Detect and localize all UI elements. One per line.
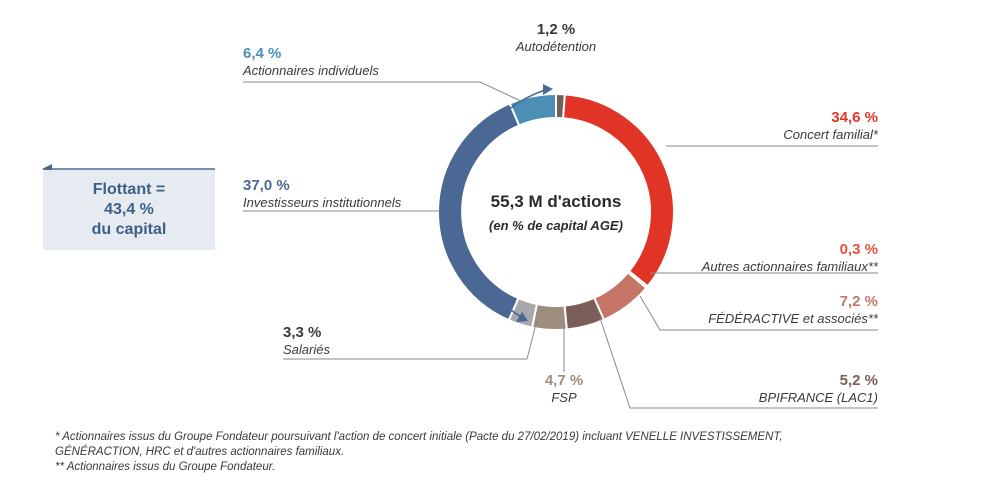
category-label-investisseurs-institutionnels: Investisseurs institutionnels	[243, 195, 402, 210]
leader-line-bpifrance-lac1	[599, 317, 878, 409]
slice-investisseurs-institutionnels	[437, 102, 521, 322]
category-label-concert-familial: Concert familial*	[783, 127, 879, 142]
float-summary-box: Flottant = 43,4 % du capital	[43, 170, 215, 250]
float-line-2: 43,4 %	[104, 201, 154, 218]
category-label-actionnaires-individuels: Actionnaires individuels	[242, 63, 379, 78]
center-title: 55,3 M d'actions	[491, 192, 622, 211]
category-label-federactive-et-associes: FÉDÉRACTIVE et associés**	[708, 311, 879, 326]
value-label-concert-familial: 34,6 %	[831, 109, 878, 126]
value-label-autres-actionnaires-familiaux: 0,3 %	[840, 241, 878, 258]
float-line-3: du capital	[91, 221, 167, 238]
float-bracket-arrowhead-bottom	[516, 312, 528, 322]
value-label-fsp: 4,7 %	[545, 372, 583, 389]
value-label-investisseurs-institutionnels: 37,0 %	[243, 177, 290, 194]
category-label-autodetention: Autodétention	[515, 39, 596, 54]
value-label-actionnaires-individuels: 6,4 %	[243, 45, 281, 62]
category-label-salaries: Salariés	[283, 342, 330, 357]
float-bracket-arrowhead-top	[543, 84, 553, 95]
value-label-autodetention: 1,2 %	[537, 21, 575, 38]
footnotes: * Actionnaires issus du Groupe Fondateur…	[55, 430, 955, 475]
footnote-1-line-2: GÉNÉRACTION, HRC et d'autres actionnaire…	[55, 446, 345, 458]
leader-line-federactive-et-associes	[639, 295, 878, 331]
float-bracket-arc	[459, 88, 549, 319]
category-label-fsp: FSP	[551, 390, 577, 405]
value-label-bpifrance-lac1: 5,2 %	[840, 372, 878, 389]
value-label-salaries: 3,3 %	[283, 324, 321, 341]
leader-line-actionnaires-individuels	[243, 81, 524, 103]
footnote-1-line-1: * Actionnaires issus du Groupe Fondateur…	[55, 431, 783, 443]
category-label-autres-actionnaires-familiaux: Autres actionnaires familiaux**	[701, 259, 879, 274]
float-line-1: Flottant =	[92, 181, 166, 198]
leader-line-salaries	[283, 319, 538, 360]
category-label-bpifrance-lac1: BPIFRANCE (LAC1)	[759, 390, 878, 405]
slice-fsp	[530, 302, 568, 331]
value-label-federactive-et-associes: 7,2 %	[840, 293, 878, 310]
slice-concert-familial	[562, 93, 675, 288]
footnote-2: ** Actionnaires issus du Groupe Fondateu…	[55, 461, 276, 473]
center-subtitle: (en % de capital AGE)	[489, 218, 623, 233]
